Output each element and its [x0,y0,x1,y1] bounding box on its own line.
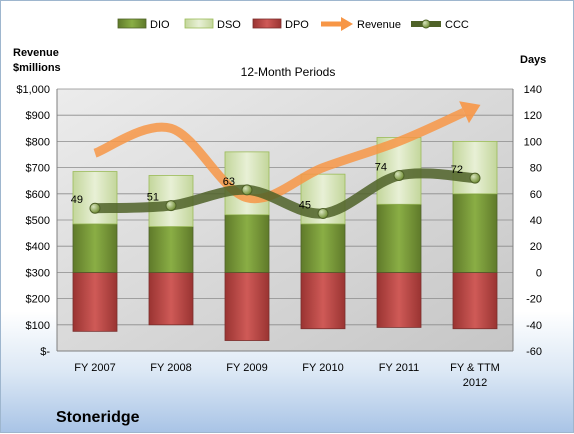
dpo-bar [452,271,498,330]
chart-title: 12-Month Periods [241,65,336,79]
left-tick-label: $500 [26,215,50,227]
legend-swatch-dso [184,18,214,29]
right-tick-label: 80 [530,163,542,175]
ccc-marker [393,169,405,181]
x-tick-label: FY 2009 [226,362,267,374]
right-tick-label: 120 [524,110,542,122]
ccc-data-label: 72 [451,164,463,176]
legend-swatch-dpo [252,18,282,29]
left-tick-label: $1,000 [16,84,50,96]
left-tick-label: $700 [26,163,50,175]
dio-bar [72,223,118,273]
dpo-bar [300,271,346,330]
right-tick-label: -40 [526,320,542,332]
right-tick-label: 40 [530,215,542,227]
dio-bar [300,223,346,273]
dio-bar [452,193,498,273]
legend-marker-ccc [421,19,431,29]
x-tick-label: 2012 [463,377,487,389]
dpo-bar [72,271,118,332]
x-axis-ticks: FY 2007 FY 2008 FY 2009 FY 2010 FY 2011 FY & … [74,362,500,389]
left-tick-label: $100 [26,320,50,332]
right-tick-label: 140 [524,84,542,96]
x-tick-label: FY 2011 [379,362,420,374]
ccc-series: 49 51 63 45 74 72 [71,161,481,219]
ccc-marker [241,184,253,196]
legend-swatch-dio [117,18,147,29]
company-name: Stoneridge [56,409,140,426]
gridlines [56,88,514,352]
dpo-bar [224,271,270,341]
dio-bar [376,203,422,273]
x-tick-label: FY & TTM [450,362,500,374]
left-tick-label: $400 [26,241,50,253]
right-tick-label: 0 [536,267,542,279]
x-tick-label: FY 2007 [74,362,115,374]
revenue-arrowhead [459,101,481,124]
x-tick-label: FY 2008 [150,362,191,374]
ccc-data-label: 45 [299,199,311,211]
legend-arrow-revenue [341,17,353,31]
left-tick-label: $600 [26,189,50,201]
dio-bar [148,226,194,273]
left-axis-ticks: $- $100 $200 $300 $400 $500 $600 $700 $800 $900 $1… [16,84,50,358]
left-tick-label: $- [40,346,50,358]
left-tick-label: $800 [26,136,50,148]
right-axis-ticks: -60 -40 -20 0 20 40 60 80 100 120 140 [524,84,542,358]
ccc-marker [89,202,101,214]
chart-legend: DIO DSO DPO Revenue CCC [117,17,469,31]
right-tick-label: -60 [526,346,542,358]
ccc-data-label: 63 [223,176,235,188]
dso-bar [452,140,498,195]
right-tick-label: 60 [530,189,542,201]
ccc-data-label: 51 [147,192,159,204]
dpo-bar [148,271,194,326]
dpo-bar [376,271,422,328]
bar-marks [72,137,498,341]
legend-label-dio: DIO [150,19,170,31]
dio-bar [224,214,270,273]
ccc-marker [165,200,177,212]
left-axis-label-line2: $millions [13,62,61,74]
ccc-marker [469,172,481,184]
right-tick-label: -20 [526,294,542,306]
dso-bar [72,171,118,225]
right-tick-label: 100 [524,136,542,148]
left-tick-label: $300 [26,267,50,279]
ccc-data-label: 74 [375,161,387,173]
legend-label-revenue: Revenue [357,19,401,31]
legend-label-dpo: DPO [285,19,309,31]
ccc-data-label: 49 [71,194,83,206]
ccc-marker [317,207,329,219]
x-tick-label: FY 2010 [302,362,343,374]
right-axis-label: Days [520,54,546,66]
legend-label-ccc: CCC [445,19,469,31]
legend-label-dso: DSO [217,19,241,31]
left-axis-label-line1: Revenue [13,47,59,59]
left-tick-label: $200 [26,294,50,306]
left-tick-label: $900 [26,110,50,122]
right-tick-label: 20 [530,241,542,253]
